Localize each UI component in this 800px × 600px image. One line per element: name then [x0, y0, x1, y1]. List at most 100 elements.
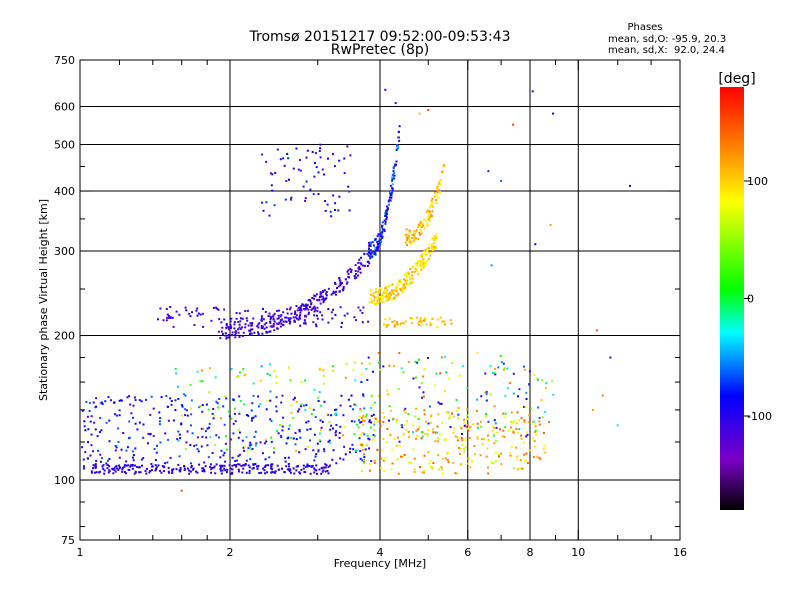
data-point — [381, 292, 383, 295]
data-point — [504, 416, 507, 419]
data-point — [361, 321, 364, 324]
data-point — [241, 326, 244, 329]
data-point — [257, 464, 260, 467]
data-point — [196, 314, 199, 317]
data-point — [304, 465, 307, 468]
data-point — [132, 454, 135, 456]
data-point — [309, 428, 312, 430]
data-point — [123, 465, 126, 468]
data-point — [237, 436, 240, 439]
data-point — [321, 291, 324, 293]
data-point — [357, 274, 360, 277]
data-point — [390, 468, 393, 471]
data-point — [437, 440, 440, 443]
data-point — [295, 465, 298, 468]
data-point — [396, 144, 399, 146]
data-point — [459, 425, 462, 428]
data-point — [523, 421, 526, 423]
data-point — [355, 423, 358, 426]
data-point — [202, 325, 205, 328]
data-point — [334, 413, 337, 416]
data-point — [402, 287, 405, 290]
data-point — [403, 423, 406, 426]
data-point — [353, 420, 356, 423]
data-point — [108, 470, 111, 473]
data-point — [285, 442, 288, 445]
data-point — [367, 320, 370, 323]
data-point — [512, 467, 515, 470]
data-point — [171, 316, 174, 319]
data-point — [362, 306, 365, 309]
data-point — [278, 321, 281, 324]
data-point — [396, 282, 399, 285]
data-point — [403, 278, 406, 281]
data-point — [335, 293, 337, 296]
data-point — [363, 456, 366, 459]
data-point — [334, 314, 337, 316]
data-point — [359, 271, 362, 274]
data-point — [421, 260, 424, 262]
data-point — [120, 448, 123, 451]
data-point — [422, 375, 424, 378]
data-point — [467, 462, 470, 465]
data-point — [385, 291, 388, 294]
data-point — [373, 296, 376, 299]
data-point — [368, 262, 371, 265]
data-point — [235, 375, 238, 378]
data-point — [430, 201, 433, 204]
data-point — [177, 385, 180, 388]
data-point — [517, 395, 519, 398]
data-point — [395, 160, 398, 163]
data-point — [354, 379, 357, 382]
data-point — [157, 464, 160, 467]
data-point — [408, 239, 411, 242]
data-point — [330, 424, 333, 427]
phases-heading: Phases — [627, 22, 662, 33]
data-point — [385, 441, 388, 443]
data-point — [297, 307, 300, 310]
data-point — [451, 412, 453, 415]
data-point — [244, 326, 247, 329]
data-point — [363, 462, 365, 465]
data-point — [317, 450, 320, 453]
data-point — [353, 433, 356, 436]
data-point — [275, 410, 278, 413]
data-point — [288, 366, 291, 369]
data-point — [158, 420, 161, 423]
data-point — [118, 399, 121, 402]
data-point — [313, 310, 316, 313]
data-point — [270, 316, 272, 319]
data-point — [305, 156, 308, 159]
data-point — [217, 330, 220, 333]
data-point — [520, 434, 522, 437]
data-point — [262, 318, 265, 321]
data-point — [94, 471, 96, 474]
data-point — [312, 321, 315, 324]
data-point — [551, 380, 554, 383]
data-point — [432, 431, 435, 434]
data-point — [442, 164, 445, 166]
data-point — [464, 439, 467, 441]
data-point — [405, 274, 408, 277]
data-point — [295, 305, 298, 307]
data-point — [361, 443, 364, 446]
data-point — [328, 439, 331, 442]
data-point — [164, 432, 167, 435]
data-point — [257, 331, 259, 334]
data-point — [353, 361, 356, 364]
data-point — [366, 265, 369, 267]
data-point — [286, 153, 289, 155]
data-point — [352, 408, 354, 411]
data-point — [428, 251, 431, 254]
data-point — [168, 471, 171, 474]
data-point — [359, 409, 362, 412]
data-point — [306, 149, 309, 152]
data-point — [366, 252, 369, 255]
data-point — [406, 233, 409, 236]
data-point — [407, 272, 410, 275]
data-point — [359, 434, 362, 437]
data-point — [210, 319, 213, 322]
data-point — [447, 461, 450, 464]
data-point — [159, 417, 162, 419]
data-point — [515, 446, 518, 449]
